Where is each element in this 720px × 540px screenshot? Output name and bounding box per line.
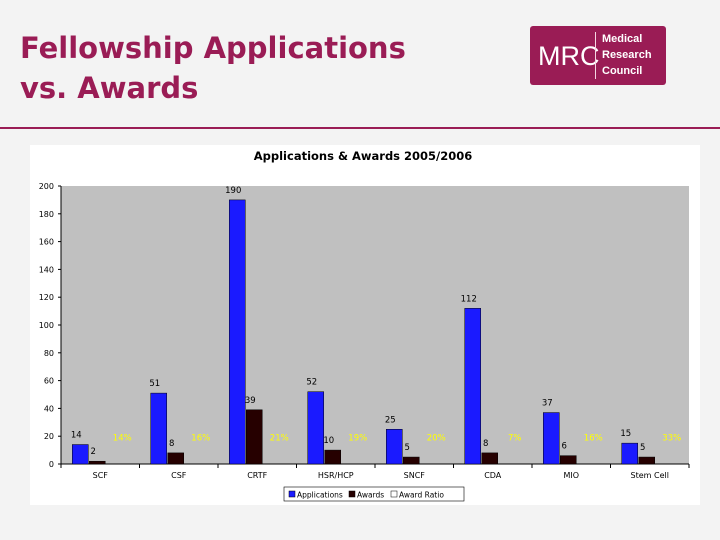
x-tick-label: CDA xyxy=(484,471,502,480)
awards-bar xyxy=(324,449,341,465)
x-tick-label: SNCF xyxy=(404,471,426,480)
legend-swatch xyxy=(390,490,398,498)
y-tick-label: 120 xyxy=(39,293,54,302)
award-ratio-label: 16% xyxy=(191,433,210,443)
title-divider xyxy=(0,127,720,129)
applications-value-label: 190 xyxy=(225,186,241,196)
applications-value-label: 112 xyxy=(461,294,477,304)
y-tick-label: 80 xyxy=(44,349,54,358)
award-ratio-label: 16% xyxy=(584,433,603,443)
logo-word-2: Research xyxy=(602,49,652,61)
applications-bar xyxy=(621,442,638,465)
chart-title: Applications & Awards 2005/2006 xyxy=(254,149,472,163)
y-tick-label: 100 xyxy=(39,321,54,330)
logo-abbreviation: MRC xyxy=(538,41,600,71)
awards-bar xyxy=(246,409,263,465)
y-tick-label: 140 xyxy=(39,265,54,274)
y-tick-label: 160 xyxy=(39,238,54,247)
x-tick-label: CRTF xyxy=(247,471,267,480)
legend-label: Award Ratio xyxy=(399,491,444,500)
applications-value-label: 14 xyxy=(71,431,82,441)
logo-word-1: Medical xyxy=(602,33,643,45)
logo-word-3: Council xyxy=(602,65,643,77)
logo-wordmark: Medical Research Council xyxy=(602,31,652,79)
applications-bar xyxy=(307,391,324,465)
y-tick-label: 180 xyxy=(39,210,54,219)
legend: Applications Awards Award Ratio xyxy=(283,486,465,502)
slide-title-line-1: Fellowship Applications xyxy=(20,31,406,65)
legend-box xyxy=(283,486,465,502)
legend-label: Awards xyxy=(357,491,384,500)
y-tick-label: 0 xyxy=(49,460,54,469)
x-tick-label: Stem Cell xyxy=(631,471,669,480)
awards-value-label: 8 xyxy=(483,439,488,449)
x-tick-label: CSF xyxy=(171,471,187,480)
applications-bar xyxy=(464,308,481,465)
applications-bar xyxy=(72,444,89,465)
awards-bar xyxy=(89,460,106,465)
award-ratio-label: 33% xyxy=(662,433,681,443)
awards-bar xyxy=(481,452,498,465)
award-ratio-label: 20% xyxy=(427,433,446,443)
applications-bar xyxy=(543,412,560,465)
legend-label: Applications xyxy=(297,491,343,500)
awards-bar xyxy=(167,452,184,465)
awards-bar xyxy=(403,456,420,465)
x-tick-label: HSR/HCP xyxy=(318,471,354,480)
y-tick-label: 20 xyxy=(44,432,54,441)
y-tick-label: 60 xyxy=(44,377,54,386)
applications-bar xyxy=(150,392,167,465)
bars xyxy=(72,199,655,465)
applications-value-label: 25 xyxy=(385,415,396,425)
awards-value-label: 10 xyxy=(323,436,334,446)
data-labels: 14 2 14% 51 8 16% 190 39 21% 52 10 19% 25 5 20% 112 8 7% 3… xyxy=(71,186,681,457)
mrc-logo: MRC Medical Research Council xyxy=(530,26,666,85)
applications-value-label: 51 xyxy=(149,379,160,389)
awards-value-label: 6 xyxy=(562,442,567,452)
award-ratio-label: 14% xyxy=(113,433,132,443)
x-tick-label: MIO xyxy=(563,471,579,480)
awards-value-label: 5 xyxy=(640,443,645,453)
applications-value-label: 37 xyxy=(542,399,553,409)
awards-bar xyxy=(638,456,655,465)
axes: 0 20 40 60 80 100 120 140 160 180 200 SCF CSF CRTF HSR… xyxy=(39,182,690,480)
applications-value-label: 52 xyxy=(306,378,317,388)
award-ratio-label: 7% xyxy=(508,433,522,443)
applications-bar xyxy=(229,199,246,465)
logo-divider xyxy=(595,32,596,79)
awards-bar xyxy=(560,455,577,465)
chart-container: Applications & Awards 2005/2006 0 20 40 60 8… xyxy=(30,145,700,505)
awards-value-label: 2 xyxy=(91,447,96,457)
legend-swatch xyxy=(288,490,296,498)
awards-value-label: 5 xyxy=(405,443,410,453)
x-tick-label: SCF xyxy=(93,471,109,480)
y-tick-label: 40 xyxy=(44,404,54,413)
slide-title: Fellowship Applications vs. Awards xyxy=(20,28,500,108)
slide-title-line-2: vs. Awards xyxy=(20,71,199,105)
y-tick-label: 200 xyxy=(39,182,54,191)
award-ratio-label: 19% xyxy=(348,433,367,443)
award-ratio-label: 21% xyxy=(270,433,289,443)
awards-value-label: 8 xyxy=(169,439,174,449)
applications-value-label: 15 xyxy=(620,429,631,439)
legend-swatch xyxy=(348,490,356,498)
bar-chart: Applications & Awards 2005/2006 0 20 40 60 8… xyxy=(39,149,690,502)
awards-value-label: 39 xyxy=(245,396,256,406)
applications-bar xyxy=(386,429,403,465)
